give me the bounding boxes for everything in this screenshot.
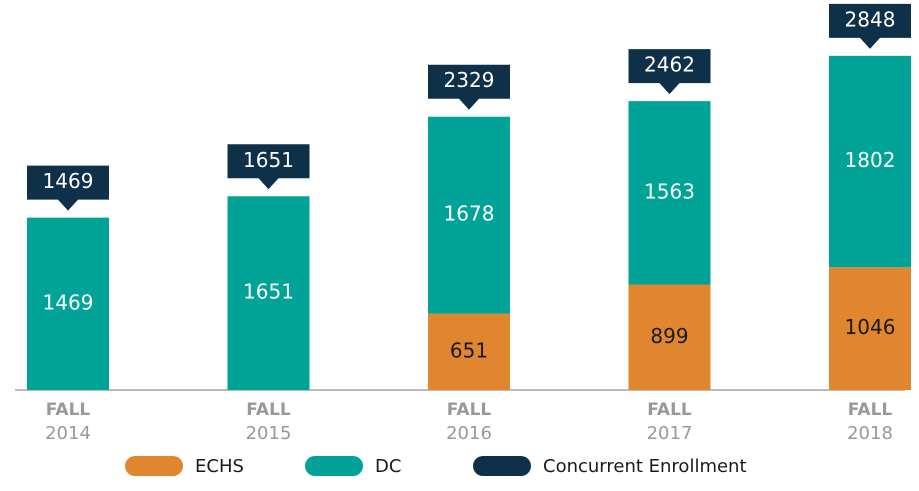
bar-segment bbox=[628, 284, 711, 390]
x-tick-label: 2014 bbox=[45, 423, 91, 444]
data-label: 1469 bbox=[43, 290, 94, 314]
data-label: 1046 bbox=[845, 315, 896, 339]
data-label: 1802 bbox=[845, 148, 896, 172]
x-tick-label: FALL bbox=[447, 400, 492, 420]
total-label: 2848 bbox=[845, 7, 896, 31]
bar-segment bbox=[227, 196, 310, 390]
total-callout bbox=[829, 3, 911, 49]
data-label: 1563 bbox=[644, 179, 695, 203]
x-tick-label: FALL bbox=[46, 400, 91, 420]
legend-swatch bbox=[125, 456, 183, 476]
total-callout bbox=[628, 49, 711, 95]
bar-segment bbox=[829, 267, 911, 390]
total-label: 2462 bbox=[644, 53, 695, 77]
total-callout bbox=[27, 165, 109, 211]
legend-label: Concurrent Enrollment bbox=[543, 456, 747, 477]
total-label: 1469 bbox=[43, 169, 94, 193]
legend-label: DC bbox=[375, 456, 401, 477]
data-label: 1678 bbox=[444, 202, 495, 226]
data-label: 899 bbox=[650, 324, 688, 348]
data-label: 651 bbox=[450, 338, 488, 362]
x-tick-label: FALL bbox=[848, 400, 893, 420]
total-label: 2329 bbox=[444, 68, 495, 92]
x-tick-label: FALL bbox=[647, 400, 692, 420]
x-tick-label: 2016 bbox=[446, 423, 492, 444]
x-tick-label: 2018 bbox=[847, 423, 893, 444]
x-tick-label: FALL bbox=[246, 400, 291, 420]
bar-segment bbox=[428, 116, 510, 314]
bar-segment bbox=[628, 101, 711, 285]
legend-label: ECHS bbox=[195, 456, 244, 477]
bar-segment bbox=[829, 55, 911, 268]
bar-segment bbox=[27, 217, 109, 390]
x-tick-label: 2015 bbox=[246, 423, 292, 444]
x-tick-label: 2017 bbox=[647, 423, 693, 444]
legend-swatch bbox=[473, 456, 531, 476]
total-label: 1651 bbox=[243, 148, 294, 172]
data-label: 1651 bbox=[243, 280, 294, 304]
total-callout bbox=[428, 64, 510, 110]
legend-swatch bbox=[305, 456, 363, 476]
total-callout bbox=[227, 144, 310, 190]
bar-segment bbox=[428, 313, 510, 390]
